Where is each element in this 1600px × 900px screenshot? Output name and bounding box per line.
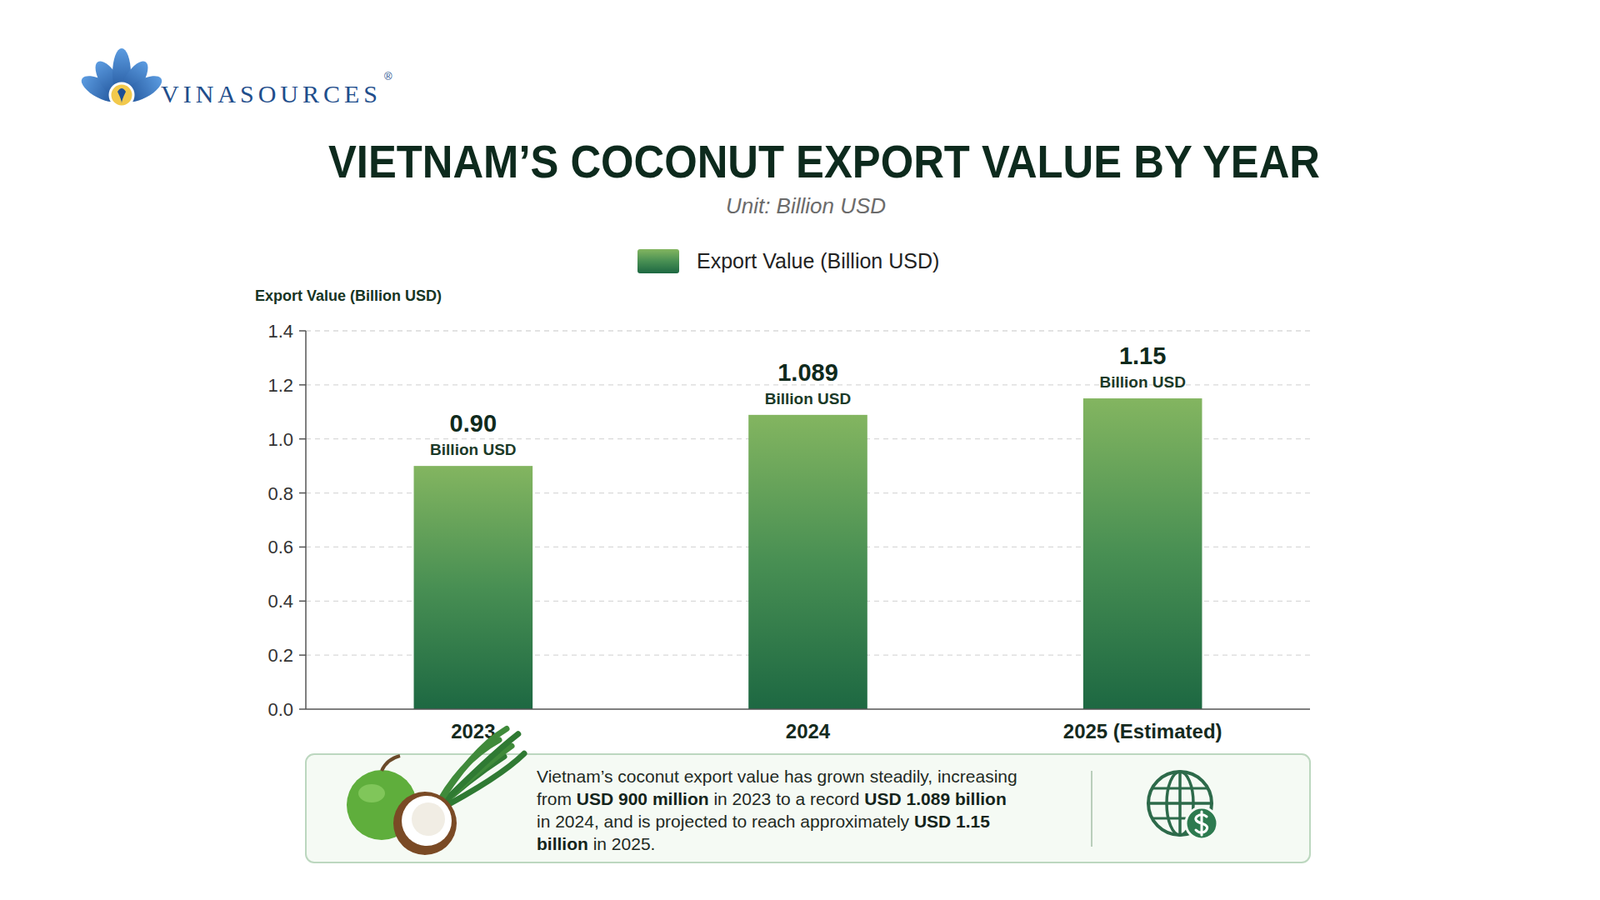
data-label: 1.15 (1119, 342, 1166, 370)
note-part: in 2025. (588, 834, 656, 854)
dollar-sign (1195, 811, 1208, 835)
y-tick-label: 1.2 (267, 375, 294, 396)
brand-name: VINASOURCES (160, 80, 382, 108)
data-label: 0.90 (450, 410, 497, 437)
x-axis-line (305, 708, 1310, 710)
logo-pin (117, 88, 126, 104)
globe-equator (1148, 801, 1212, 805)
coconut-flesh (401, 795, 452, 846)
bar (748, 415, 868, 710)
grid-line (305, 330, 1310, 331)
y-tick-label: 1.0 (267, 429, 294, 450)
y-axis-line (305, 330, 307, 710)
chart-subtitle: Unit: Billion USD (725, 193, 886, 219)
y-tick-label: 0.0 (267, 699, 294, 720)
bars (414, 398, 1203, 710)
note-text: Vietnam’s coconut export value has grown… (536, 765, 1025, 855)
stage: VINASOURCES® VIETNAM’S COCONUT EXPORT VAL… (0, 0, 1600, 900)
y-tick (299, 330, 306, 332)
y-axis-title: Export Value (Billion USD) (255, 287, 442, 305)
y-tick (299, 708, 306, 710)
y-tick-label: 0.2 (267, 645, 294, 666)
logo: VINASOURCES® (77, 48, 393, 108)
y-tick-label: 1.4 (267, 320, 294, 342)
globe-icon (1148, 771, 1218, 840)
x-tick-label: 2024 (785, 720, 831, 743)
data-label-unit: Billion USD (765, 390, 851, 408)
data-label-unit: Billion USD (430, 440, 516, 459)
registered-mark: ® (384, 70, 393, 83)
y-tick (299, 600, 306, 603)
note-divider (1090, 770, 1093, 847)
note-highlight: USD 900 million (576, 789, 710, 809)
note-frame (305, 754, 1310, 863)
note-part: in 2024, and is projected to reach appro… (536, 811, 915, 831)
chart-canvas: VINASOURCES® VIETNAM’S COCONUT EXPORT VAL… (0, 0, 1600, 900)
y-tick (299, 384, 306, 386)
data-label: 1.089 (777, 359, 839, 386)
bar (414, 465, 534, 710)
y-tick-label: 0.8 (267, 483, 294, 505)
legend-label: Export Value (Billion USD) (696, 249, 940, 273)
data-label-unit: Billion USD (1099, 373, 1185, 391)
logo-center (110, 83, 134, 107)
y-tick-label: 0.6 (267, 536, 294, 558)
y-tick (299, 654, 306, 656)
globe-outline (1148, 771, 1212, 835)
coconut-icon (346, 729, 525, 856)
y-tick (299, 492, 306, 495)
coconut-stem (381, 755, 400, 771)
x-tick-label: 2025 (Estimated) (1063, 720, 1223, 743)
coconut-shine (358, 784, 385, 803)
chart-title: VIETNAM’S COCONUT EXPORT VALUE BY YEAR (328, 135, 1320, 188)
x-axis: 202320242025 (Estimated) (305, 709, 1310, 743)
legend-swatch (637, 249, 680, 274)
bar (1083, 398, 1203, 710)
note-part: in 2023 to a record (709, 789, 865, 809)
y-tick-label: 0.4 (267, 590, 294, 612)
data-labels: 0.90 Billion USD 1.089 Billion USD 1.15 Billi… (430, 342, 1186, 459)
y-tick (299, 438, 306, 440)
note-box (305, 729, 1310, 864)
y-tick (299, 546, 306, 549)
note-highlight: USD 1.089 billion (864, 789, 1006, 809)
legend: Export Value (Billion USD) (637, 249, 940, 274)
coconut-shell (393, 791, 457, 855)
coconut-inner (411, 802, 445, 836)
y-axis: 0.0 0.2 0.4 0.6 0.8 1.0 1.2 1.4 (267, 320, 1310, 720)
dollar-badge (1185, 807, 1218, 840)
